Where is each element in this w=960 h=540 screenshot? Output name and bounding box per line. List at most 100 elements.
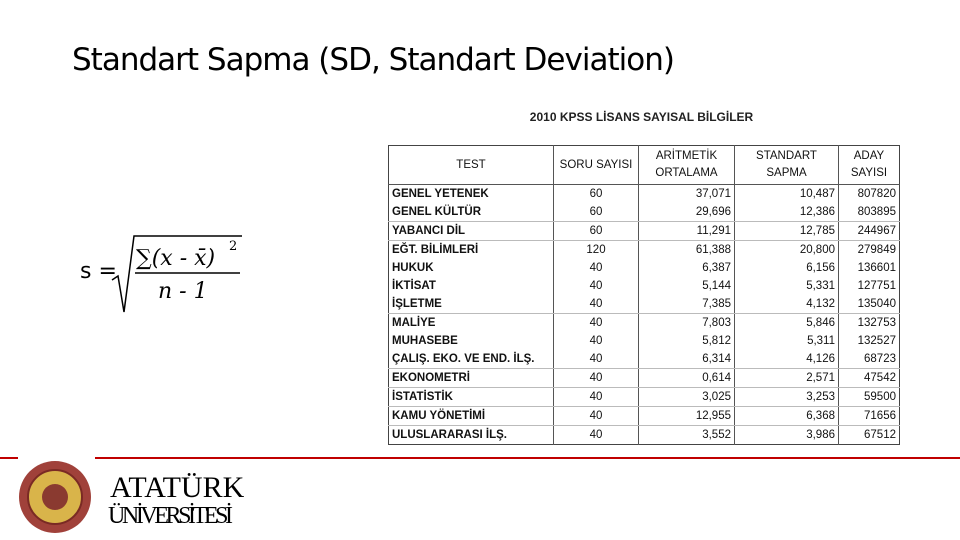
table-cell: İSTATİSTİK (388, 387, 554, 407)
table-cell: 4,126 (734, 350, 839, 369)
table-cell: 7,385 (638, 295, 735, 314)
table-cell: 132527 (838, 332, 900, 350)
table-cell: 37,071 (638, 184, 735, 203)
table-row: KAMU YÖNETİMİ 40 12,955 6,368 71656 (388, 406, 900, 426)
table-row: HUKUK 40 6,387 6,156 136601 (389, 259, 900, 277)
table-cell: YABANCI DİL (388, 221, 554, 241)
table-cell: 2,571 (734, 368, 839, 388)
table-cell: MALİYE (392, 317, 436, 329)
table-row: EKONOMETRİ 40 0,614 2,571 47542 (388, 368, 900, 388)
table-cell: 71656 (838, 406, 900, 426)
table-cell: 40 (553, 368, 639, 388)
table-cell: İŞLETME (388, 295, 554, 314)
table-cell: 6,368 (734, 406, 839, 426)
table-cell: 3,552 (638, 425, 735, 445)
table-cell: GENEL YETENEK (392, 188, 489, 200)
table-cell: 3,025 (638, 387, 735, 407)
table-title: 2010 KPSS LİSANS SAYISAL BİLGİLER (529, 110, 754, 124)
table-row: MUHASEBE 40 5,812 5,311 132527 (389, 332, 900, 350)
table-cell: 6,387 (638, 259, 735, 277)
table-cell: 29,696 (638, 203, 735, 222)
table-cell: EĞT. BİLİMLERİ (392, 244, 479, 256)
table-cell: 59500 (838, 387, 900, 407)
formula-lhs: s = (80, 259, 117, 284)
column-header: STANDART SAPMA (734, 145, 839, 185)
table-row: İŞLETME 40 7,385 4,132 135040 (388, 295, 900, 314)
formula-numerator: ∑(x - x̄) (136, 246, 215, 271)
seal-core (42, 484, 68, 510)
table-cell: MUHASEBE (392, 335, 458, 347)
table-cell: 4,132 (734, 295, 839, 314)
table-cell: 6,156 (734, 259, 839, 277)
table-cell: ÇALIŞ. EKO. VE END. İLŞ. (388, 350, 554, 369)
table-cell: 5,812 (638, 332, 735, 350)
column-header: SORU SAYISI (553, 145, 639, 185)
table-cell: 40 (553, 406, 639, 426)
formula-denominator: n - 1 (158, 279, 208, 304)
table-row: GENEL YETENEK 60 37,071 10,487 807820 (389, 184, 900, 203)
table-cell: HUKUK (392, 262, 434, 274)
table-row: İSTATİSTİK 40 3,025 3,253 59500 (388, 387, 900, 407)
table-cell: 132753 (838, 313, 900, 332)
table-cell: 12,955 (638, 406, 735, 426)
table-cell: 60 (553, 203, 639, 222)
table-cell: 12,785 (734, 221, 839, 241)
table-cell: 40 (553, 313, 639, 332)
logo-line2: ÜNİVERSİTESİ (108, 503, 233, 529)
table-row: GENEL KÜLTÜR 60 29,696 12,386 803895 (388, 203, 900, 222)
table-cell: 5,846 (734, 313, 839, 332)
data-table: TEST SORU SAYISI ARİTMETİK ORTALAMA STANDAR… (388, 145, 900, 445)
column-header: ADAY SAYISI (838, 145, 900, 185)
table-cell: 40 (553, 425, 639, 445)
logo-line1: ATATÜRK (110, 471, 245, 504)
table-cell: 5,331 (734, 277, 839, 295)
table-row: MALİYE 40 7,803 5,846 132753 (389, 313, 900, 332)
table-row: ÇALIŞ. EKO. VE END. İLŞ. 40 6,314 4,126 6872… (388, 350, 900, 369)
slide-title: Standart Sapma (SD, Standart Deviation) (72, 42, 675, 78)
table-row: ULUSLARARASI İLŞ. 40 3,552 3,986 67512 (389, 425, 900, 445)
table-cell: 11,291 (638, 221, 735, 241)
table-cell: 12,386 (734, 203, 839, 222)
table-cell: ULUSLARARASI İLŞ. (392, 429, 507, 441)
table-cell: 803895 (838, 203, 900, 222)
table-cell: EKONOMETRİ (388, 368, 554, 388)
table-cell: KAMU YÖNETİMİ (388, 406, 554, 426)
table-cell: GENEL KÜLTÜR (388, 203, 554, 222)
table-cell: 279849 (838, 240, 900, 259)
formula-exponent: 2 (229, 239, 237, 254)
table-row: EĞT. BİLİMLERİ 120 61,388 20,800 279849 (389, 240, 900, 259)
table-cell: 40 (553, 387, 639, 407)
table-cell: 5,311 (734, 332, 839, 350)
table-cell: 10,487 (734, 184, 839, 203)
table-cell: 6,314 (638, 350, 735, 369)
radical (111, 235, 242, 313)
table-cell: İKTİSAT (392, 280, 436, 292)
table-cell: 244967 (838, 221, 900, 241)
column-header: ARİTMETİK ORTALAMA (638, 145, 735, 185)
table-cell: 3,986 (734, 425, 839, 445)
table-cell: 135040 (838, 295, 900, 314)
table-cell: 47542 (838, 368, 900, 388)
column-header: TEST (388, 145, 554, 185)
table-cell: 60 (553, 184, 639, 203)
table-cell: 0,614 (638, 368, 735, 388)
table-cell: 40 (553, 350, 639, 369)
table-cell: 67512 (838, 425, 900, 445)
table-row: İKTİSAT 40 5,144 5,331 127751 (389, 277, 900, 295)
table-cell: 7,803 (638, 313, 735, 332)
table-cell: 68723 (838, 350, 900, 369)
table-cell: 40 (553, 332, 639, 350)
table-cell: 127751 (838, 277, 900, 295)
table-cell: 120 (553, 240, 639, 259)
table-cell: 20,800 (734, 240, 839, 259)
table-cell: 60 (553, 221, 639, 241)
table-cell: 5,144 (638, 277, 735, 295)
table-cell: 3,253 (734, 387, 839, 407)
table-cell: 807820 (838, 184, 900, 203)
table-cell: 40 (553, 277, 639, 295)
table-cell: 40 (553, 259, 639, 277)
table-row: YABANCI DİL 60 11,291 12,785 244967 (388, 221, 900, 241)
table-cell: 136601 (838, 259, 900, 277)
